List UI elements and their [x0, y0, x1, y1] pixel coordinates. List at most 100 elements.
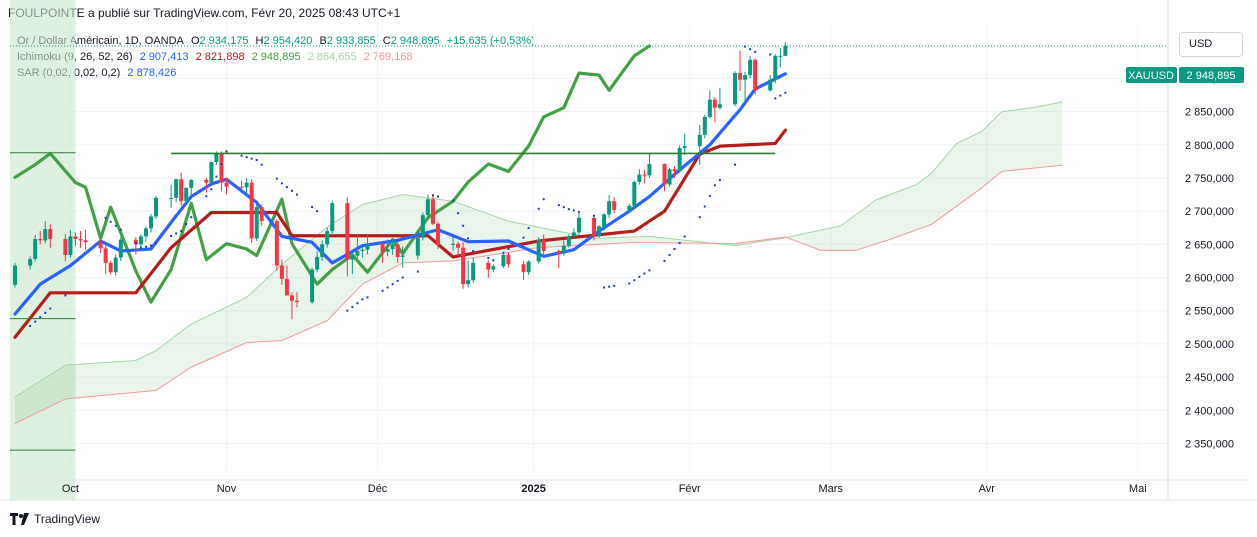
sar-dot — [361, 298, 364, 301]
candle-body — [209, 162, 214, 183]
y-tick-label: 2 450,000 — [1185, 372, 1234, 384]
candle-body — [28, 258, 33, 266]
candle-body — [355, 250, 360, 256]
candle-body — [571, 232, 576, 237]
tradingview-logo-icon — [10, 513, 29, 525]
sar-dot — [744, 45, 747, 48]
close-label: C — [382, 35, 391, 47]
candle-body — [702, 116, 707, 135]
indicator-lines — [13, 44, 787, 339]
sar-dot — [769, 53, 772, 56]
candle-body — [733, 73, 738, 105]
candle-body — [83, 240, 88, 243]
candle-body — [68, 236, 73, 255]
candle-body — [753, 59, 758, 91]
sar-dot — [175, 232, 178, 235]
candle-body — [274, 221, 279, 266]
cloud-segment — [135, 350, 157, 393]
candle-body — [325, 231, 330, 245]
sar-dot — [240, 154, 243, 157]
candle-body — [697, 134, 702, 147]
cloud-segment — [634, 236, 650, 243]
sar-dot — [638, 275, 641, 278]
cloud-segment — [931, 143, 957, 225]
candle-body — [254, 207, 259, 239]
sar-dot — [155, 242, 158, 245]
candle-body — [118, 239, 123, 258]
candle-body — [315, 256, 320, 270]
candle-body — [148, 216, 153, 229]
cloud-segment — [65, 360, 136, 399]
sar-dot — [577, 210, 580, 213]
candle-body — [204, 179, 209, 183]
price-tag-value: 2 948,895 — [1187, 70, 1236, 82]
candle-body — [647, 164, 652, 176]
low-label: B — [319, 35, 327, 47]
candle-body — [138, 236, 143, 245]
sar-dot — [648, 269, 651, 272]
candle-body — [179, 179, 184, 202]
cloud-segment — [15, 365, 66, 424]
sar-dot — [396, 279, 399, 282]
y-tick-label: 2 700,000 — [1185, 206, 1234, 218]
sar-value: 2 878,426 — [127, 67, 177, 79]
sar-dot — [49, 307, 52, 310]
sar-dot — [633, 279, 636, 282]
cloud-segment — [785, 230, 821, 251]
sar-dot — [502, 251, 505, 254]
candle-body — [224, 182, 229, 187]
sar-dot — [562, 206, 565, 209]
sar-dot — [170, 234, 173, 237]
x-tick-label: Avr — [979, 483, 996, 495]
candle-body — [184, 187, 189, 202]
cloud-segment — [246, 264, 282, 343]
sar-dot — [749, 48, 752, 51]
candle-body — [682, 146, 687, 149]
candle-body — [154, 197, 159, 217]
candle-body — [289, 295, 294, 301]
low-value: 2 933,855 — [326, 35, 376, 47]
candle-body — [345, 203, 350, 260]
ichimoku-cloud — [14, 101, 1063, 425]
sar-dot — [134, 242, 137, 245]
candle-body — [717, 104, 722, 108]
x-tick-label: Mai — [1129, 483, 1147, 495]
candle-body — [612, 201, 617, 210]
candle-body — [773, 55, 778, 80]
y-tick-label: 2 650,000 — [1185, 239, 1234, 251]
candle-body — [365, 243, 370, 250]
candle-body — [310, 269, 315, 303]
candle-body — [38, 239, 43, 241]
cloud-segment — [191, 297, 247, 368]
candle-body — [607, 201, 612, 215]
sar-dot — [431, 194, 434, 197]
chikou-line — [13, 44, 652, 304]
candle-body — [214, 153, 219, 163]
currency-button[interactable]: USD — [1179, 32, 1243, 57]
sar-dot — [784, 91, 787, 94]
candle-body — [576, 217, 581, 233]
x-tick-label: Févr — [679, 483, 701, 495]
sar-dot — [522, 236, 525, 239]
sar-dot — [381, 289, 384, 292]
candle-body — [642, 174, 647, 176]
candle-body — [712, 99, 717, 108]
cloud-segment — [453, 201, 509, 261]
sar-dot — [774, 97, 777, 100]
sar-dot — [416, 270, 419, 273]
sar-dot — [698, 216, 701, 219]
y-tick-label: 2 600,000 — [1185, 273, 1234, 285]
candle-body — [380, 243, 385, 252]
sar-dot — [713, 184, 716, 187]
close-value: 2 948,895 — [390, 35, 440, 47]
candle-body — [390, 244, 395, 249]
price-tag-value-box — [1179, 67, 1244, 83]
sar-dot — [149, 244, 152, 247]
candle-body — [561, 245, 566, 254]
kijun-value: 2 821,898 — [195, 51, 245, 63]
sar-dot — [668, 253, 671, 256]
sar-dot — [139, 246, 142, 249]
cloud-segment — [1001, 106, 1038, 172]
footer[interactable]: TradingView — [10, 512, 100, 526]
